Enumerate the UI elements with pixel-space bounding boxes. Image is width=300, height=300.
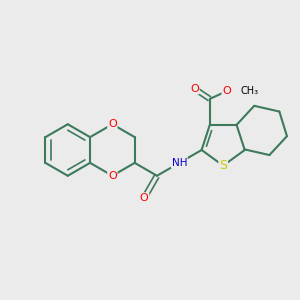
Text: NH: NH xyxy=(172,158,187,168)
Text: O: O xyxy=(190,84,199,94)
Text: S: S xyxy=(219,159,227,172)
Text: O: O xyxy=(140,193,148,203)
Text: CH₃: CH₃ xyxy=(241,86,259,96)
Text: O: O xyxy=(222,86,231,96)
Text: O: O xyxy=(108,171,117,181)
Text: O: O xyxy=(108,119,117,129)
